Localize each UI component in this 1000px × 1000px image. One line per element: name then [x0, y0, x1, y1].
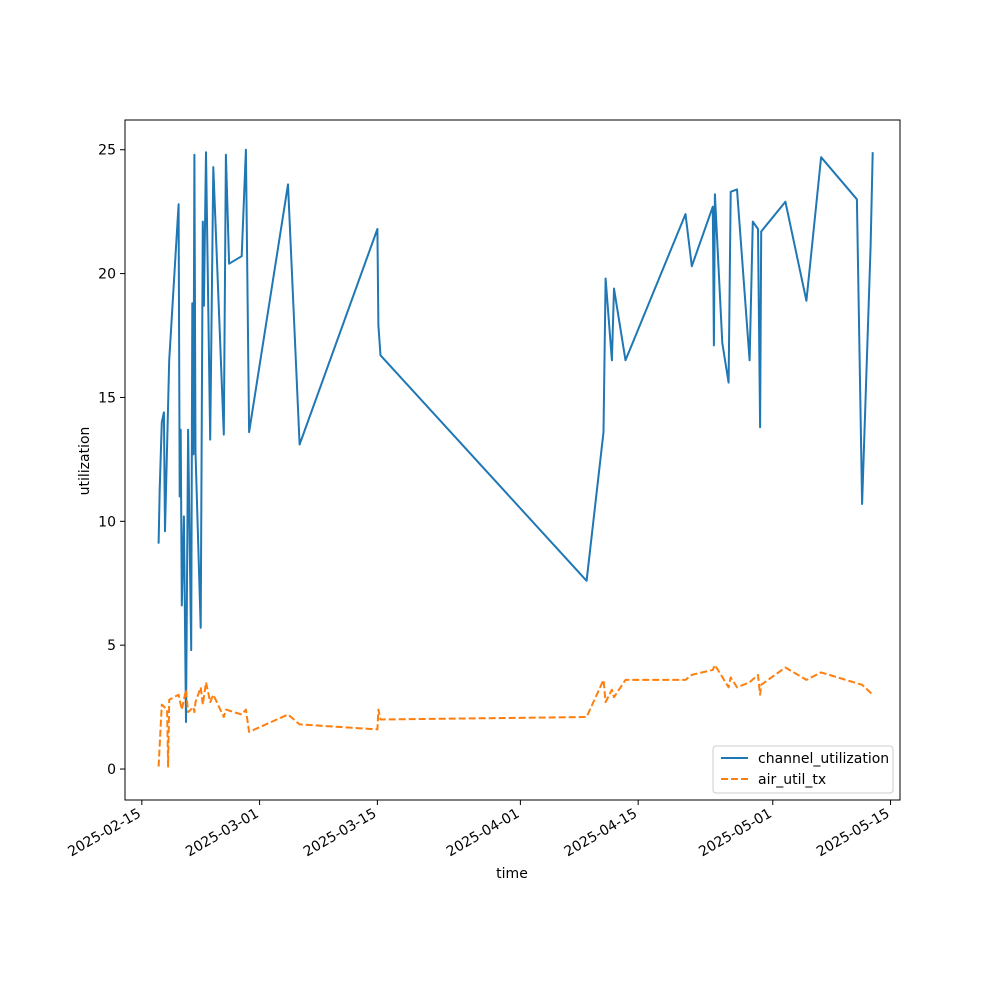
series-layer: [157, 148, 874, 768]
y-tick-label: 10: [98, 514, 116, 530]
y-tick-label: 5: [107, 638, 116, 654]
legend-label-air-util-tx: air_util_tx: [758, 772, 826, 788]
y-axis: 0 5 10 15 20 25: [98, 143, 125, 778]
x-axis-label: time: [496, 866, 528, 882]
legend-box: [712, 745, 894, 794]
plot-frame: [124, 119, 901, 801]
y-tick-label: 15: [98, 390, 116, 406]
y-tick-label: 20: [98, 267, 116, 283]
y-tick-label: 0: [107, 762, 116, 778]
y-tick-label: 25: [98, 143, 116, 159]
y-axis-label: utilization: [77, 427, 93, 496]
series-line-air-util-tx: [157, 664, 874, 768]
series-line-channel-utilization: [157, 148, 874, 723]
legend: channel_utilization air_util_tx: [712, 745, 894, 794]
legend-label-channel-utilization: channel_utilization: [758, 751, 889, 767]
